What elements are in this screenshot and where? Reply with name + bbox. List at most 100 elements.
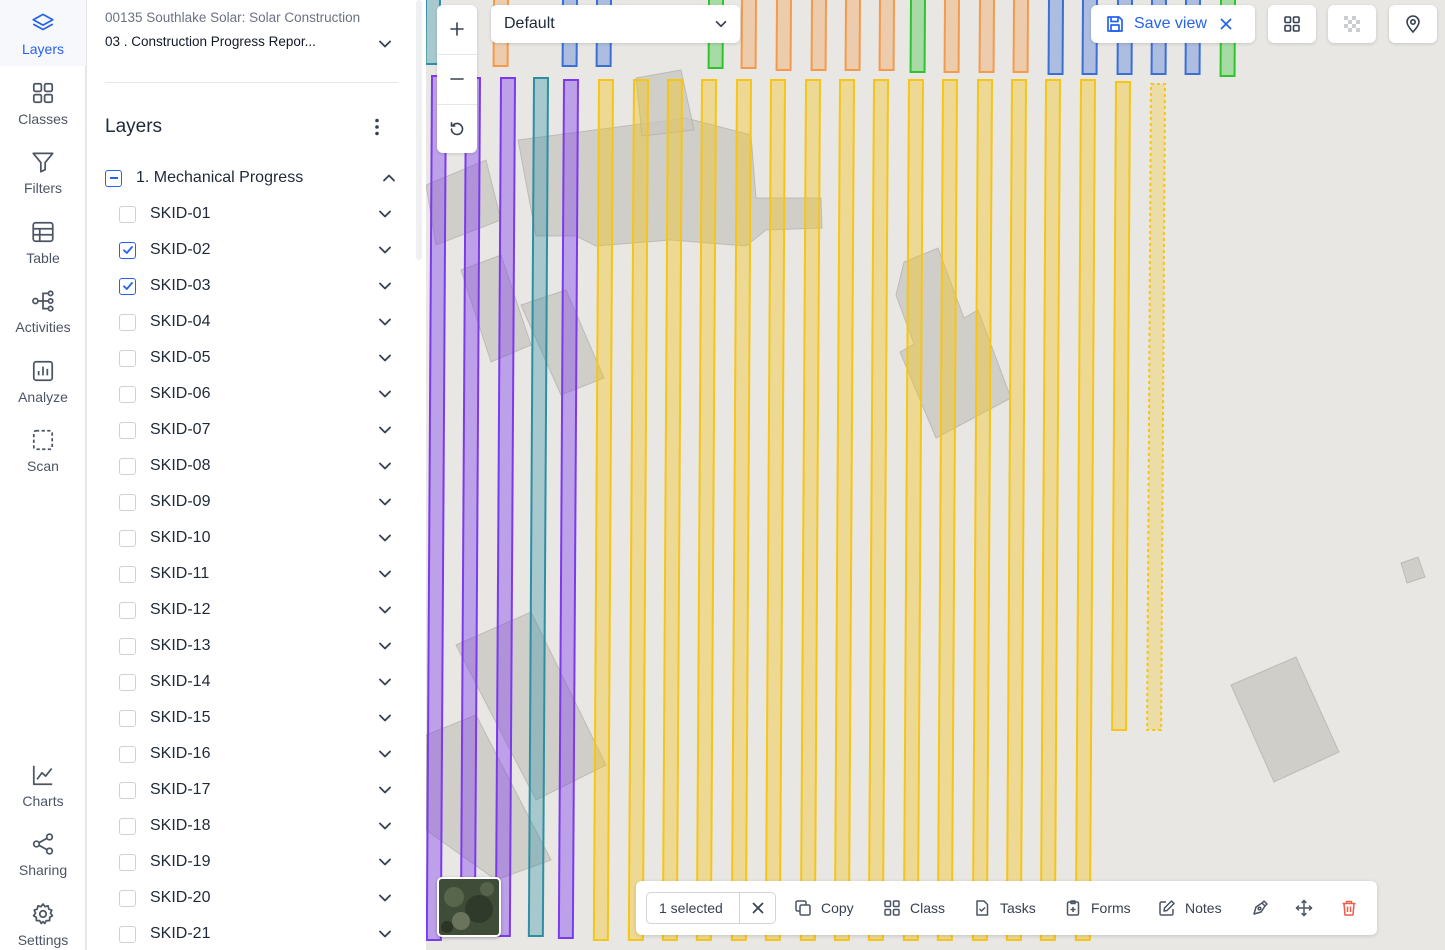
panel-row[interactable] [844, 0, 861, 71]
minimap-thumbnail[interactable] [437, 877, 501, 937]
layer-checkbox[interactable] [119, 421, 136, 439]
panel-row[interactable] [971, 79, 994, 941]
layer-checkbox[interactable] [119, 709, 136, 727]
clear-selection-button[interactable] [740, 901, 775, 915]
panel-row[interactable] [661, 79, 684, 941]
layer-checkbox[interactable] [119, 601, 136, 619]
move-button[interactable] [1295, 898, 1313, 918]
opacity-button[interactable] [1328, 5, 1376, 43]
layer-checkbox[interactable] [119, 457, 136, 475]
nav-sharing[interactable]: Sharing [0, 821, 86, 887]
nav-filters[interactable]: Filters [0, 139, 86, 205]
layer-row[interactable]: SKID-13 [87, 628, 426, 664]
panel-row[interactable] [878, 0, 895, 71]
layer-row[interactable]: SKID-01 [87, 196, 426, 232]
panel-row[interactable] [695, 79, 718, 941]
panel-row[interactable] [936, 79, 959, 941]
chevron-down-icon[interactable] [375, 672, 395, 692]
notes-button[interactable]: Notes [1158, 898, 1222, 918]
panel-row[interactable] [775, 0, 792, 71]
chevron-down-icon[interactable] [375, 852, 395, 872]
group-checkbox[interactable] [105, 169, 122, 187]
forms-button[interactable]: Forms [1064, 898, 1131, 918]
layout-grid-button[interactable] [1268, 5, 1316, 43]
layer-checkbox[interactable] [119, 529, 136, 547]
tasks-button[interactable]: Tasks [973, 898, 1036, 918]
layer-checkbox[interactable] [119, 349, 136, 367]
layer-checkbox[interactable] [119, 637, 136, 655]
layer-row[interactable]: SKID-15 [87, 700, 426, 736]
layer-checkbox[interactable] [119, 565, 136, 583]
nav-classes[interactable]: Classes [0, 70, 86, 136]
chevron-down-icon[interactable] [375, 636, 395, 656]
nav-analyze[interactable]: Analyze [0, 348, 86, 414]
chevron-down-icon[interactable] [375, 564, 395, 584]
zoom-in-button[interactable] [437, 5, 477, 53]
close-icon[interactable] [1219, 17, 1233, 31]
project-selector[interactable]: 00135 Southlake Solar: Solar Constructio… [105, 10, 405, 49]
layer-checkbox[interactable] [119, 853, 136, 871]
layer-row[interactable]: SKID-12 [87, 592, 426, 628]
chevron-down-icon[interactable] [375, 34, 395, 54]
chevron-down-icon[interactable] [375, 348, 395, 368]
layer-checkbox[interactable] [119, 673, 136, 691]
panel-row[interactable] [810, 0, 827, 71]
chevron-down-icon[interactable] [375, 924, 395, 944]
layer-checkbox[interactable] [119, 385, 136, 403]
layer-checkbox[interactable] [119, 745, 136, 763]
panel-row[interactable] [1039, 79, 1062, 941]
panel-row[interactable] [909, 0, 926, 73]
layer-row[interactable]: SKID-19 [87, 844, 426, 880]
panel-row[interactable] [1047, 0, 1064, 75]
panel-row[interactable] [557, 79, 580, 939]
chevron-down-icon[interactable] [375, 600, 395, 620]
chevron-down-icon[interactable] [375, 744, 395, 764]
chevron-down-icon[interactable] [375, 456, 395, 476]
class-button[interactable]: Class [883, 898, 945, 918]
layer-row[interactable]: SKID-03 [87, 268, 426, 304]
panel-row[interactable] [527, 77, 550, 937]
layer-row[interactable]: SKID-04 [87, 304, 426, 340]
chevron-down-icon[interactable] [375, 528, 395, 548]
nav-layers[interactable]: Layers [0, 0, 86, 66]
chevron-down-icon[interactable] [375, 420, 395, 440]
nav-table[interactable]: Table [0, 209, 86, 275]
nav-settings[interactable]: Settings [0, 891, 86, 950]
layer-row[interactable]: SKID-18 [87, 808, 426, 844]
panel-row[interactable] [764, 79, 787, 941]
panel-row[interactable] [902, 79, 925, 941]
edit-geometry-button[interactable] [1251, 898, 1269, 918]
panel-row[interactable] [1012, 0, 1029, 73]
panel-row[interactable] [978, 0, 995, 73]
layer-row[interactable]: SKID-09 [87, 484, 426, 520]
chevron-down-icon[interactable] [375, 708, 395, 728]
scrollbar[interactable] [416, 0, 422, 260]
layer-checkbox[interactable] [119, 205, 136, 223]
layer-row[interactable]: SKID-17 [87, 772, 426, 808]
nav-activities[interactable]: Activities [0, 278, 86, 344]
layer-checkbox[interactable] [119, 781, 136, 799]
chevron-down-icon[interactable] [375, 780, 395, 800]
chevron-down-icon[interactable] [375, 492, 395, 512]
layer-row[interactable]: SKID-11 [87, 556, 426, 592]
reset-view-button[interactable] [437, 105, 477, 153]
chevron-down-icon[interactable] [375, 312, 395, 332]
map-canvas[interactable] [426, 0, 1445, 950]
panel-row[interactable] [1111, 81, 1132, 731]
chevron-down-icon[interactable] [375, 384, 395, 404]
panel-row[interactable] [833, 79, 856, 941]
layer-checkbox[interactable] [119, 925, 136, 943]
nav-scan[interactable]: Scan [0, 417, 86, 483]
chevron-down-icon[interactable] [375, 816, 395, 836]
layer-checkbox[interactable] [119, 817, 136, 835]
panel-row[interactable] [1146, 83, 1167, 731]
chevron-down-icon[interactable] [375, 240, 395, 260]
panel-row[interactable] [740, 0, 757, 69]
panel-row[interactable] [867, 79, 890, 941]
layer-row[interactable]: SKID-21 [87, 916, 426, 950]
layer-row[interactable]: SKID-06 [87, 376, 426, 412]
panel-row[interactable] [627, 79, 650, 941]
delete-button[interactable] [1340, 898, 1358, 918]
chevron-down-icon[interactable] [375, 888, 395, 908]
nav-charts[interactable]: Charts [0, 752, 86, 818]
